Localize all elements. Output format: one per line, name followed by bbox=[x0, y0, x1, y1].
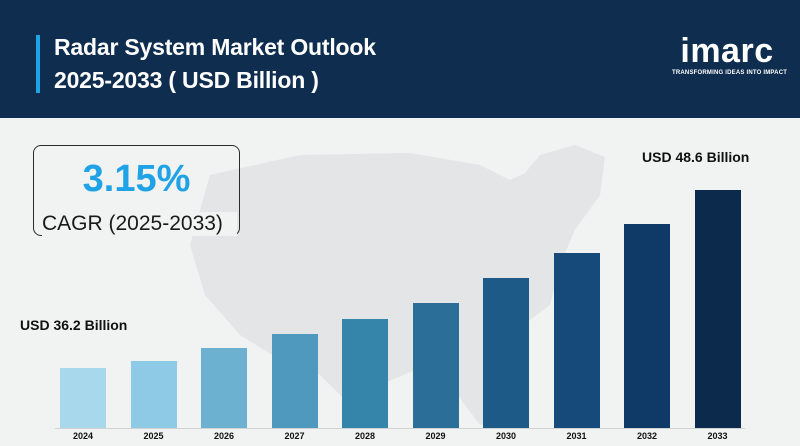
tick-label-2031: 2031 bbox=[566, 431, 587, 441]
page-title: Radar System Market Outlook 2025-2033 ( … bbox=[54, 31, 376, 97]
tick-label-2032: 2032 bbox=[636, 431, 658, 441]
bar-2025 bbox=[130, 360, 177, 428]
logo-word: imarc bbox=[680, 32, 774, 70]
tick-label-2030: 2030 bbox=[495, 431, 517, 441]
bar-2032 bbox=[624, 224, 670, 428]
imarc-logo: imarc TRANSFORMING IDEAS INTO IMPACT bbox=[672, 32, 788, 76]
title-line-1: Radar System Market Outlook bbox=[54, 34, 376, 60]
cagr-value: 3.15% bbox=[82, 158, 191, 200]
tick-label-2024: 2024 bbox=[72, 431, 94, 441]
bar-2027 bbox=[271, 333, 318, 428]
tick-label-2026: 2026 bbox=[213, 431, 235, 441]
bar-2030 bbox=[483, 277, 529, 428]
title-accent-bar bbox=[36, 35, 40, 93]
annotation-first-value: USD 36.2 Billion bbox=[20, 317, 128, 333]
header: Radar System Market Outlook 2025-2033 ( … bbox=[0, 0, 800, 118]
title-line-2: 2025-2033 ( USD Billion ) bbox=[54, 67, 319, 93]
bar-2026 bbox=[201, 347, 247, 428]
bar-2024 bbox=[60, 368, 106, 428]
tick-label-2028: 2028 bbox=[354, 431, 376, 441]
cagr-label: CAGR (2025-2033) bbox=[42, 212, 237, 236]
annotation-last-value: USD 48.6 Billion bbox=[642, 149, 750, 165]
bar-2029 bbox=[412, 303, 459, 428]
bar-2028 bbox=[342, 319, 388, 428]
bar-2031 bbox=[553, 253, 600, 428]
chart-baseline bbox=[55, 428, 745, 429]
tick-label-2033: 2033 bbox=[707, 431, 728, 441]
bar-2033 bbox=[694, 190, 741, 428]
cagr-box: 3.15% CAGR (2025-2033) bbox=[33, 145, 240, 236]
logo-tagline: TRANSFORMING IDEAS INTO IMPACT bbox=[672, 70, 788, 76]
tick-label-2029: 2029 bbox=[425, 431, 446, 441]
tick-label-2025: 2025 bbox=[143, 431, 164, 441]
tick-label-2027: 2027 bbox=[284, 431, 305, 441]
